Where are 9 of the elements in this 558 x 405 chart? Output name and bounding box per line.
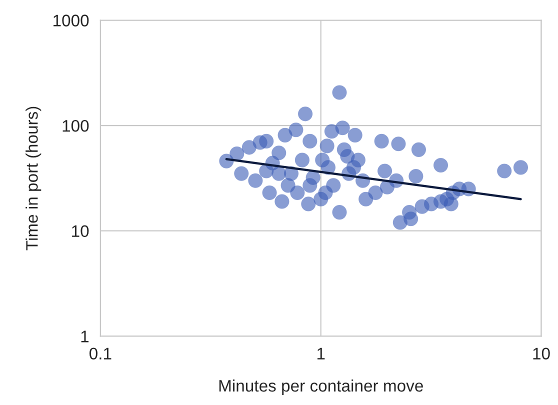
- y-tick-label: 100: [62, 120, 89, 132]
- y-axis-title: Time in port (hours): [26, 106, 42, 250]
- y-tick-label: 1: [81, 330, 89, 342]
- y-tick-label: 10: [72, 225, 89, 238]
- x-axis-title: Minutes per container move: [219, 379, 423, 395]
- y-tick-label: 1000: [54, 14, 89, 26]
- x-tick-label: 10: [533, 348, 550, 360]
- x-tick-label: 1: [317, 348, 325, 360]
- x-tick-label: 0.1: [90, 348, 112, 360]
